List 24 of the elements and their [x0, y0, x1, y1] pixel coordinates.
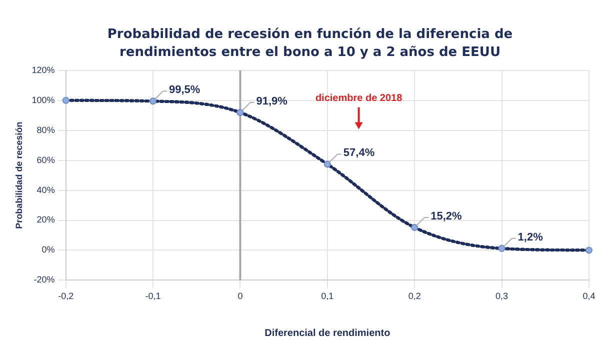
annotation: diciembre de 2018 [315, 93, 403, 104]
data-label: 99,5% [169, 84, 200, 96]
x-axis-title: Diferencial de rendimiento [264, 328, 390, 339]
data-label: 91,9% [256, 96, 288, 108]
x-tick-label: 0,4 [582, 291, 596, 302]
y-tick-label: 60% [36, 154, 55, 165]
y-tick-label: 40% [36, 184, 55, 195]
data-label: 1,2% [518, 231, 544, 244]
x-tick-label: 0,1 [321, 291, 334, 302]
x-tick-label: -0,1 [145, 291, 161, 302]
chart-title: Probabilidad de recesión en función de la diferencia de rendimientos entre el bono a 10 y a 2 años de EEUU [106, 26, 514, 62]
y-tick-label: -20% [34, 274, 55, 285]
data-label: 57,4% [343, 147, 375, 160]
y-axis-title: Probabilidad de recesión [14, 122, 24, 229]
x-tick-label: 0,2 [408, 291, 421, 302]
x-tick-label: 0 [238, 291, 243, 302]
y-tick-label: 100% [32, 94, 55, 105]
y-tick-label: 0% [42, 244, 55, 255]
x-tick-label: -0,2 [58, 291, 74, 302]
y-tick-label: 20% [36, 214, 55, 225]
y-tick-label: 120% [32, 64, 55, 75]
x-tick-label: 0,3 [496, 291, 508, 302]
y-tick-label: 80% [36, 124, 55, 135]
data-label: 15,2% [430, 210, 462, 222]
